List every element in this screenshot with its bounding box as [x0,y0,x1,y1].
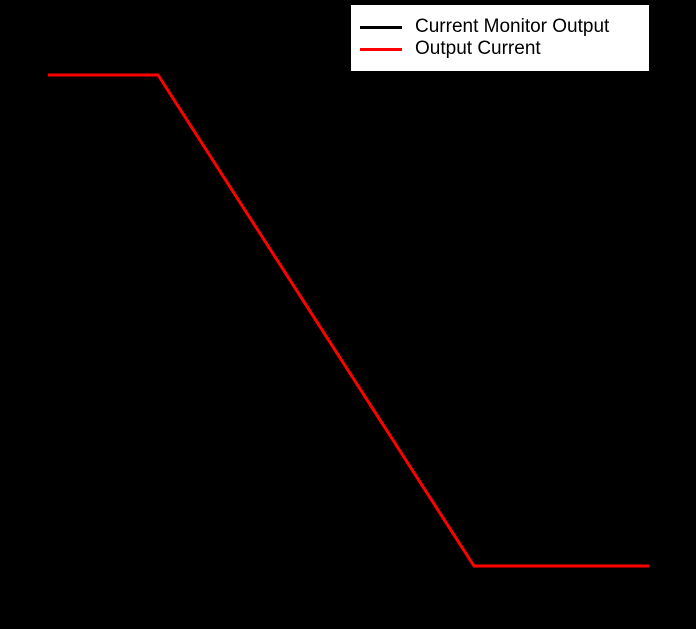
legend-label-current-monitor-output: Current Monitor Output [415,16,610,37]
legend-label-output-current: Output Current [415,38,541,59]
legend-entry-output-current: Output Current [351,38,649,60]
legend-line-sample-red [360,47,402,51]
legend: Current Monitor Output Output Current [349,3,651,73]
legend-line-sample-black [360,25,402,29]
legend-entry-current-monitor-output: Current Monitor Output [351,16,649,38]
